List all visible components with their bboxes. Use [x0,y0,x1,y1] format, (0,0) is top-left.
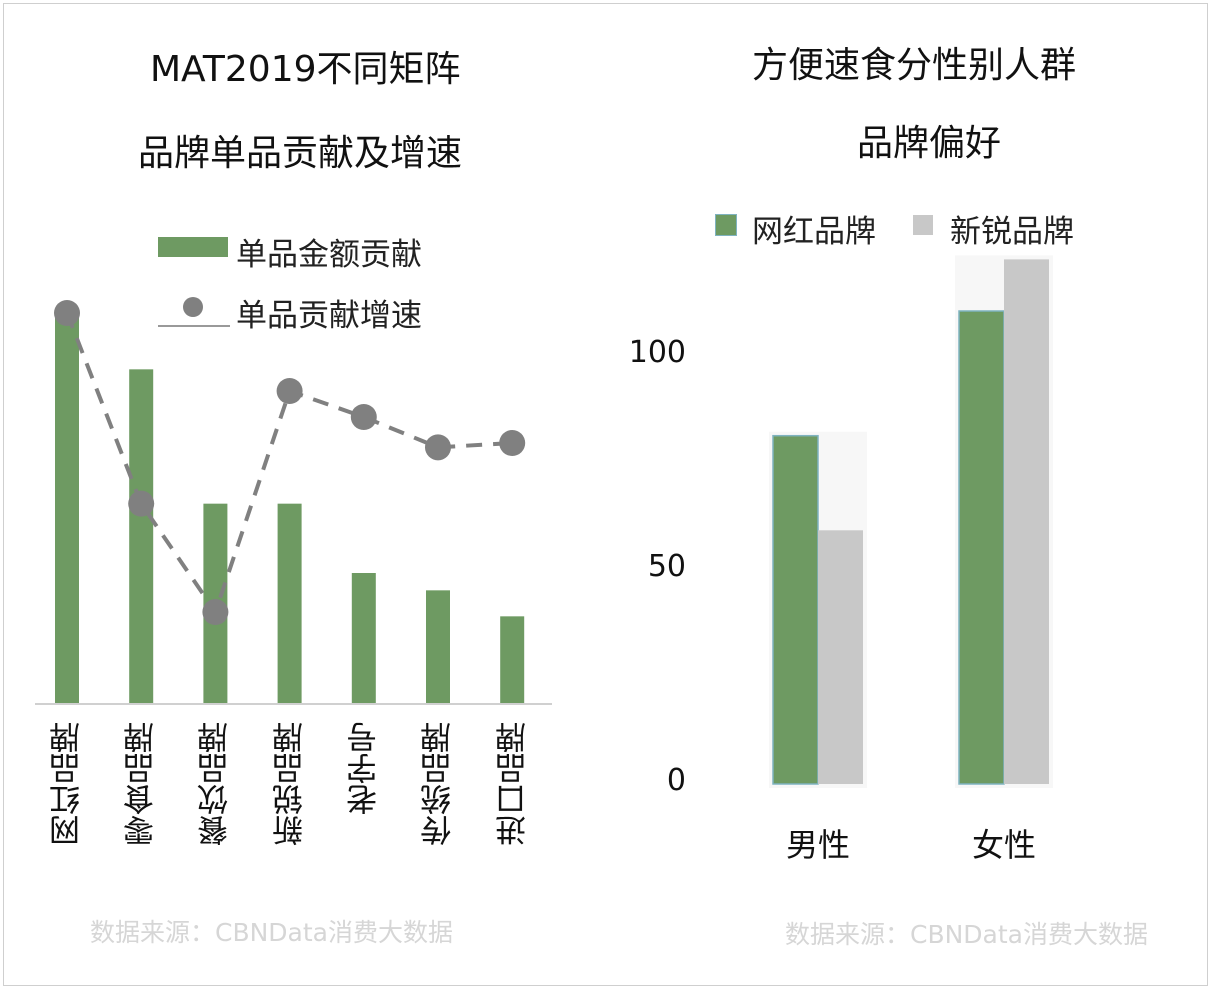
legend-dot-swatch [183,297,203,317]
growth-point-7 [499,430,526,456]
bar-unit-amount-6 [426,590,450,703]
left-chart-title-line1: MAT2019不同矩阵 [150,49,461,90]
right-source-note: 数据来源：CBNData消费大数据 [785,920,1149,949]
right-chart-title-line1: 方便速食分性别人群 [752,45,1077,86]
legend-label-gray: 新锐品牌 [950,214,1074,250]
growth-point-4 [276,378,303,404]
y-tick-label: 0 [666,763,686,798]
bar-new-brand-1 [818,530,863,784]
legend-label-green: 网红品牌 [752,214,876,250]
right-chart-title-line2: 品牌偏好 [857,123,1002,164]
bar-internet-brand-1 [772,434,819,785]
bar-unit-amount-5 [351,573,376,703]
left-chart-title-line2: 品牌单品贡献及增速 [138,133,463,174]
legend-swatch-gray [913,215,933,235]
y-tick-label: 100 [628,335,686,370]
growth-point-5 [350,404,377,430]
growth-point-3 [202,599,229,625]
bar-unit-amount-1 [55,313,79,703]
growth-point-2 [128,490,155,517]
bar-internet-brand-2 [958,310,1005,785]
growth-point-6 [425,434,451,461]
bar-unit-amount-7 [500,616,525,703]
growth-point-1 [54,300,80,326]
legend-line-label: 单品贡献增速 [236,298,422,334]
legend-bar-label: 单品金额贡献 [236,237,422,273]
chart-frame [3,3,1208,986]
bar-unit-amount-4 [277,503,302,703]
bar-unit-amount-2 [129,369,154,703]
x-category-label: 女性 [971,826,1036,864]
x-category-label: 男性 [785,826,850,864]
y-tick-label: 50 [647,549,686,584]
legend-bar-swatch [158,237,228,257]
bar-new-brand-2 [1004,259,1049,784]
legend-line-swatch [158,325,230,327]
legend-swatch-green [716,215,736,235]
left-source-note: 数据来源：CBNData消费大数据 [90,918,454,947]
